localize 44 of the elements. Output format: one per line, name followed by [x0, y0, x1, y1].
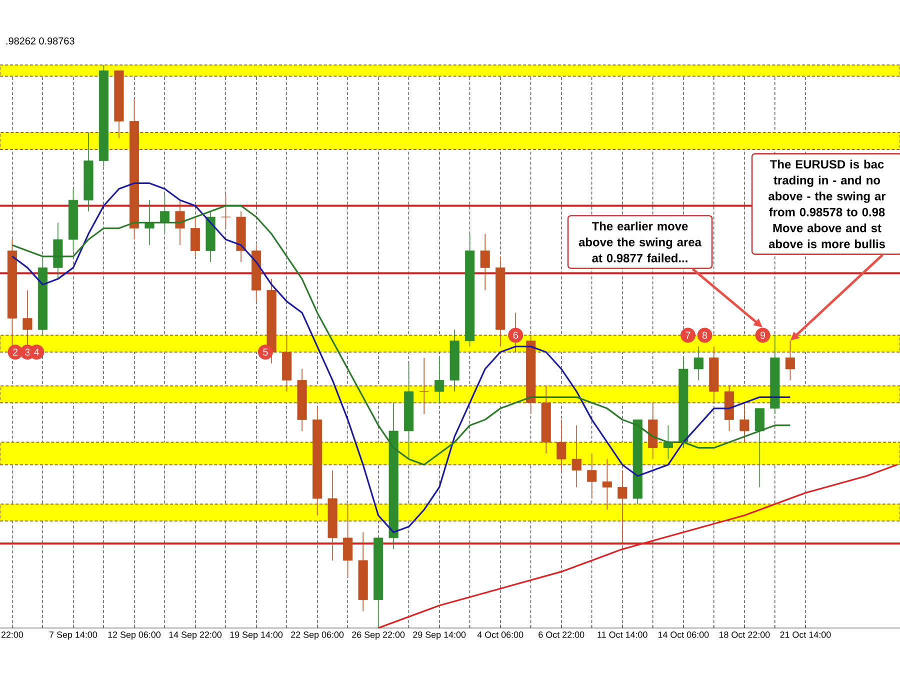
x-tick-label: 7 Sep 14:00 — [49, 632, 98, 640]
annotation: The earlier move above the swing area at 0.9877 failed... — [578, 222, 702, 262]
candlestick — [175, 200, 185, 246]
annotation: The EURUSD is bac trading in - and no above - the swing ar from 0.98578 to 0.98 Move above and st above is more bullis — [768, 160, 886, 248]
text: .98262 0.98763 — [6, 37, 74, 45]
x-tick-label: 22 Sep 06:00 — [291, 632, 344, 640]
candlestick — [480, 233, 490, 291]
candlestick — [343, 504, 353, 578]
candlestick — [220, 194, 231, 229]
candlestick — [663, 424, 673, 460]
candlestick — [556, 419, 566, 471]
x-tick-label: 22:00 — [1, 632, 24, 638]
candlestick — [434, 357, 444, 404]
x-tick-label: 4 Oct 06:00 — [477, 632, 524, 638]
x-tick-label: 21 Oct 14:00 — [780, 632, 831, 638]
candlestick — [572, 424, 582, 488]
x-tick-label: 29 Sep 14:00 — [413, 632, 466, 640]
candlestick — [190, 216, 200, 257]
x-tick-label: 18 Oct 22:00 — [719, 632, 770, 638]
candlestick — [785, 340, 795, 381]
annotation: 7 — [686, 332, 690, 339]
candlestick — [618, 470, 628, 544]
x-tick-label: 14 Sep 22:00 — [169, 632, 222, 640]
annotation: 4 — [34, 348, 40, 356]
candlestick — [587, 453, 597, 499]
candlestick — [754, 408, 764, 488]
annotation: 3 — [25, 348, 30, 356]
x-tick-label: 19 Sep 14:00 — [230, 632, 283, 640]
x-tick-label: 14 Oct 06:00 — [658, 632, 709, 638]
annotation: 6 — [513, 332, 518, 339]
annotation: 2 — [12, 348, 18, 356]
candlestick — [602, 458, 612, 510]
candlestick — [22, 290, 32, 347]
annotation: 9 — [760, 332, 766, 339]
x-tick-label: 11 Oct 14:00 — [598, 632, 648, 638]
x-tick-label: 26 Sep 22:00 — [352, 632, 405, 640]
x-tick-label: 6 Oct 22:00 — [538, 632, 584, 638]
candlestick — [740, 402, 750, 443]
candlestick — [160, 194, 170, 234]
candlestick — [694, 346, 704, 381]
candlestick — [419, 357, 429, 414]
annotation: 5 — [263, 348, 268, 356]
annotation: 8 — [702, 332, 708, 339]
x-tick-label: 12 Sep 06:00 — [108, 632, 161, 640]
